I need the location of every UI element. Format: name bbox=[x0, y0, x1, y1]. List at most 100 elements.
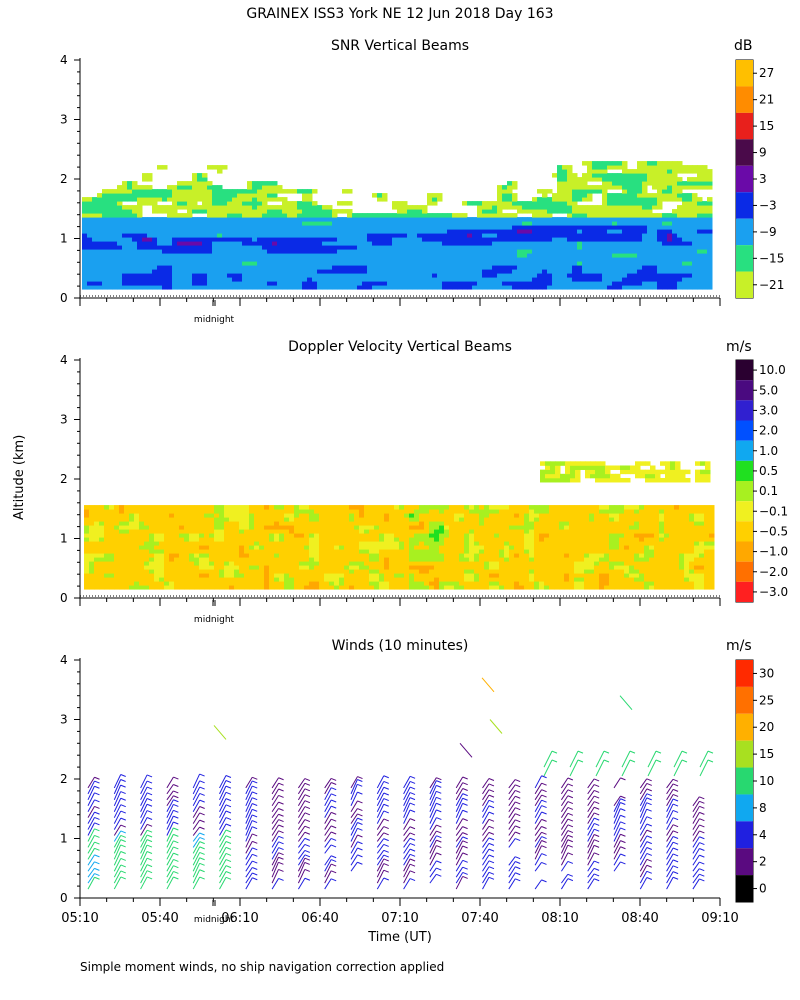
snr-cell bbox=[662, 189, 668, 194]
snr-cell bbox=[152, 209, 158, 214]
snr-cell bbox=[137, 201, 143, 206]
colorbar-label: 10 bbox=[759, 774, 774, 788]
snr-cell bbox=[457, 217, 463, 222]
colorbar-label: 8 bbox=[759, 801, 767, 815]
doppler-cell bbox=[174, 541, 180, 546]
doppler-cell bbox=[304, 569, 310, 574]
snr-cell bbox=[127, 277, 133, 282]
doppler-cell bbox=[194, 525, 200, 530]
snr-cell bbox=[382, 221, 388, 226]
doppler-cell bbox=[429, 553, 435, 558]
snr-cell bbox=[552, 201, 558, 206]
doppler-cell bbox=[154, 521, 160, 526]
snr-cell bbox=[187, 265, 193, 270]
snr-cell bbox=[467, 237, 473, 242]
snr-cell bbox=[127, 257, 133, 262]
snr-cell bbox=[287, 249, 293, 254]
doppler-cell bbox=[339, 533, 345, 538]
snr-cell bbox=[422, 253, 428, 258]
snr-cell bbox=[587, 285, 593, 290]
snr-cell bbox=[322, 217, 328, 222]
doppler-cell bbox=[269, 565, 275, 570]
snr-cell bbox=[187, 217, 193, 222]
snr-cell bbox=[482, 285, 488, 290]
snr-cell bbox=[452, 241, 458, 246]
snr-cell bbox=[167, 253, 173, 258]
doppler-cell bbox=[179, 533, 185, 538]
snr-cell bbox=[82, 241, 88, 246]
snr-cell bbox=[367, 261, 373, 266]
doppler-cell bbox=[114, 553, 120, 558]
doppler-cell bbox=[114, 561, 120, 566]
snr-cell bbox=[437, 233, 443, 238]
snr-cell bbox=[407, 257, 413, 262]
doppler-cell bbox=[264, 549, 270, 554]
snr-cell bbox=[287, 205, 293, 210]
doppler-cell bbox=[269, 561, 275, 566]
doppler-cell bbox=[234, 513, 240, 518]
snr-cell bbox=[112, 277, 118, 282]
doppler-cell bbox=[239, 525, 245, 530]
snr-cell bbox=[397, 273, 403, 278]
snr-cell bbox=[437, 229, 443, 234]
doppler-cell bbox=[134, 521, 140, 526]
doppler-cell bbox=[189, 545, 195, 550]
doppler-cell bbox=[274, 505, 280, 510]
doppler-cell bbox=[259, 529, 265, 534]
snr-cell bbox=[582, 197, 588, 202]
snr-cell bbox=[102, 277, 108, 282]
doppler-cell bbox=[454, 529, 460, 534]
colorbar-swatch bbox=[736, 400, 753, 421]
doppler-cell bbox=[424, 505, 430, 510]
colorbar-label: −15 bbox=[759, 251, 784, 265]
doppler-cell bbox=[384, 573, 390, 578]
doppler-cell bbox=[324, 525, 330, 530]
doppler-cell bbox=[139, 541, 145, 546]
snr-cell bbox=[107, 269, 113, 274]
snr-cell bbox=[332, 281, 338, 286]
snr-cell bbox=[407, 285, 413, 290]
snr-cell bbox=[462, 285, 468, 290]
snr-cell bbox=[487, 245, 493, 250]
snr-cell bbox=[132, 277, 138, 282]
snr-cell bbox=[512, 245, 518, 250]
snr-cell bbox=[652, 257, 658, 262]
doppler-cell bbox=[89, 553, 95, 558]
snr-cell bbox=[397, 281, 403, 286]
doppler-cell bbox=[144, 561, 150, 566]
snr-cell bbox=[197, 285, 203, 290]
snr-cell bbox=[617, 173, 623, 178]
snr-cell bbox=[207, 221, 213, 226]
doppler-cell bbox=[304, 529, 310, 534]
snr-cell bbox=[282, 209, 288, 214]
doppler-cell bbox=[234, 581, 240, 586]
snr-cell bbox=[577, 189, 583, 194]
snr-cell bbox=[407, 261, 413, 266]
snr-cell bbox=[337, 281, 343, 286]
snr-cell bbox=[472, 269, 478, 274]
snr-cell bbox=[482, 225, 488, 230]
snr-cell bbox=[602, 165, 608, 170]
snr-cell bbox=[377, 193, 383, 198]
doppler-cell bbox=[354, 521, 360, 526]
snr-cell bbox=[182, 253, 188, 258]
doppler-cell bbox=[239, 549, 245, 554]
snr-cell bbox=[197, 197, 203, 202]
doppler-cell bbox=[99, 549, 105, 554]
snr-cell bbox=[212, 273, 218, 278]
snr-cell bbox=[497, 193, 503, 198]
snr-cell bbox=[377, 277, 383, 282]
snr-cell bbox=[572, 273, 578, 278]
doppler-cell bbox=[84, 541, 90, 546]
snr-cell bbox=[247, 273, 253, 278]
snr-cell bbox=[542, 253, 548, 258]
snr-cell bbox=[412, 245, 418, 250]
snr-cell bbox=[547, 233, 553, 238]
doppler-cell bbox=[439, 525, 445, 530]
snr-cell bbox=[657, 177, 663, 182]
doppler-cell bbox=[289, 525, 295, 530]
snr-cell bbox=[152, 225, 158, 230]
doppler-cell bbox=[449, 533, 455, 538]
doppler-cell bbox=[249, 581, 255, 586]
doppler-cell bbox=[149, 529, 155, 534]
